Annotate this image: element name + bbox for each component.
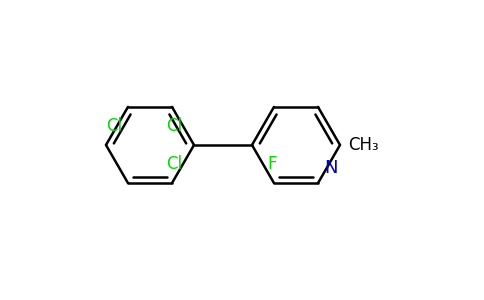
Text: Cl: Cl (106, 117, 122, 135)
Text: N: N (324, 159, 337, 177)
Text: F: F (267, 155, 277, 173)
Text: Cl: Cl (166, 117, 182, 135)
Text: Cl: Cl (166, 155, 182, 173)
Text: CH₃: CH₃ (348, 136, 378, 154)
